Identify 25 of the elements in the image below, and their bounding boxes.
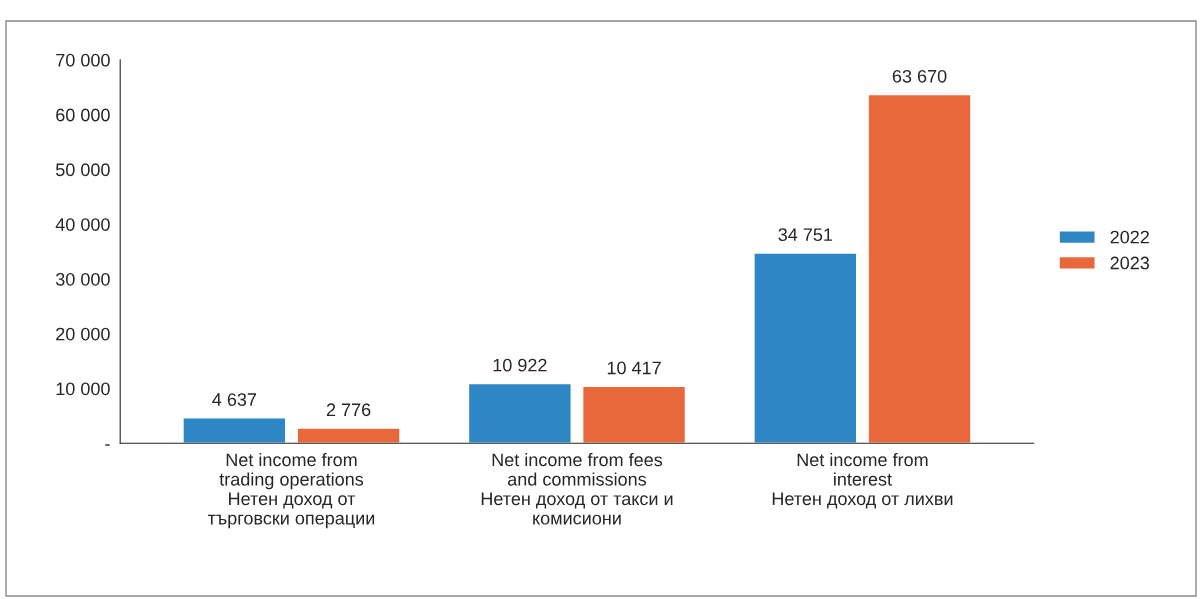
x-tick-label: Net income from trading operations Нетен доход от търговски операции: [207, 452, 375, 529]
data-label: 63 670: [892, 69, 947, 83]
bar: [296, 427, 401, 444]
y-tick-label: 10 000: [56, 382, 110, 396]
bar: [753, 252, 858, 444]
legend-label: 2023: [1110, 256, 1150, 270]
y-tick-label: 20 000: [56, 327, 110, 341]
y-tick-label: 40 000: [55, 218, 110, 231]
y-tick-label: -: [105, 444, 110, 446]
bar: [867, 93, 972, 444]
data-label: 34 751: [778, 228, 833, 242]
y-tick-label: 50 000: [55, 163, 110, 177]
legend-label: 2022: [1110, 230, 1149, 244]
data-label: 4 637: [212, 393, 257, 406]
bar: [182, 417, 287, 444]
x-tick-label: Net income from interest Нетен доход от лихви: [772, 452, 953, 509]
y-tick-label: 30 000: [55, 272, 110, 286]
bar: [467, 382, 572, 444]
data-label: 10 922: [493, 358, 547, 372]
data-label: 2 776: [326, 403, 371, 417]
y-tick-label: 70 000: [56, 53, 110, 67]
data-label: 10 417: [607, 361, 661, 375]
bar: [581, 385, 687, 444]
y-tick-label: 60 000: [56, 108, 110, 122]
x-tick-label: Net income from fees and commissions Нетен доход от такси и комисиони: [481, 452, 673, 525]
